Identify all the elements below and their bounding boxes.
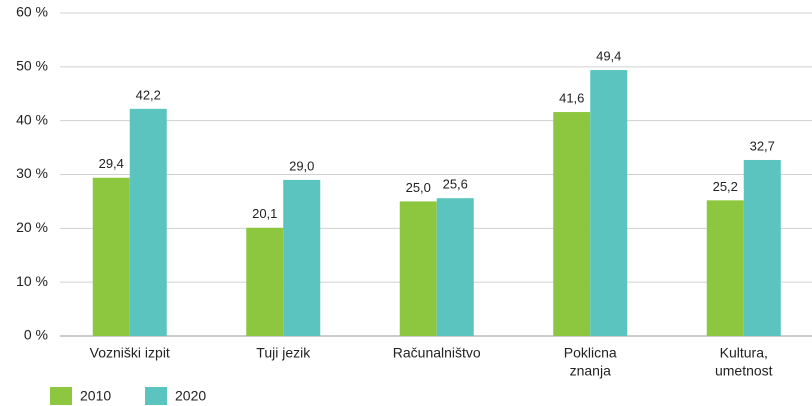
value-label: 25,0 [406, 180, 431, 195]
value-label: 20,1 [252, 206, 277, 221]
bar [743, 159, 781, 336]
y-tick-label: 50 % [16, 58, 48, 74]
bar [129, 108, 167, 336]
bar [590, 70, 628, 337]
y-tick-label: 60 % [16, 4, 48, 20]
y-tick-label: 40 % [16, 111, 48, 127]
y-tick-label: 30 % [16, 165, 48, 181]
x-tick-label: Tuji jezik [256, 345, 311, 361]
legend-swatch [50, 387, 72, 405]
x-tick-label: znanja [570, 363, 611, 379]
bar [246, 227, 284, 336]
legend-label: 2020 [175, 388, 206, 404]
x-tick-label: Računalništvo [393, 345, 481, 361]
bar [553, 112, 591, 336]
value-label: 41,6 [559, 90, 584, 105]
value-label: 29,4 [99, 156, 124, 171]
value-label: 42,2 [136, 87, 161, 102]
value-label: 25,2 [713, 179, 738, 194]
value-label: 49,4 [596, 49, 621, 64]
bar [399, 201, 437, 336]
bar [706, 200, 744, 336]
y-tick-label: 0 % [24, 327, 48, 343]
x-tick-label: Vozniški izpit [90, 345, 170, 361]
value-label: 25,6 [443, 177, 468, 192]
legend-swatch [145, 387, 167, 405]
y-tick-label: 20 % [16, 219, 48, 235]
y-tick-label: 10 % [16, 273, 48, 289]
x-tick-label: Kultura, [720, 345, 768, 361]
x-tick-label: umetnost [715, 363, 773, 379]
x-tick-label: Poklicna [564, 345, 617, 361]
bar [283, 179, 321, 336]
bar [92, 177, 130, 336]
bar [436, 198, 474, 336]
value-label: 29,0 [289, 158, 314, 173]
legend-label: 2010 [80, 388, 111, 404]
value-label: 32,7 [750, 138, 775, 153]
